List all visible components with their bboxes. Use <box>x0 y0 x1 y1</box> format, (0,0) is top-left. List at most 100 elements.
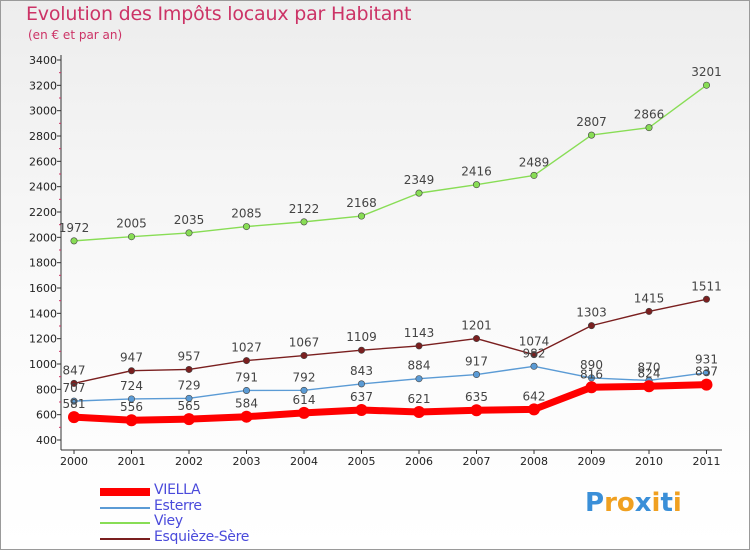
data-label: 824 <box>638 366 661 380</box>
data-point <box>128 367 136 375</box>
legend-swatch <box>100 488 150 496</box>
data-label: 635 <box>465 390 488 404</box>
data-label: 1067 <box>289 336 320 350</box>
data-label: 2085 <box>231 207 262 221</box>
data-point <box>472 335 480 343</box>
y-tick-label: 2400 <box>29 181 57 194</box>
data-label: 2416 <box>461 165 492 179</box>
data-label: 581 <box>63 397 86 411</box>
legend-label: Esquièze-Sère <box>154 528 250 545</box>
data-point <box>243 357 251 365</box>
data-point <box>528 403 540 416</box>
data-label: 1415 <box>634 291 665 305</box>
data-label: 2168 <box>346 196 377 210</box>
chart-subtitle: (en € et par an) <box>28 28 123 42</box>
data-point <box>530 171 538 179</box>
x-tick-label: 2003 <box>233 455 261 468</box>
x-tick-label: 2008 <box>520 455 548 468</box>
data-label: 890 <box>580 358 603 372</box>
data-label: 870 <box>638 360 661 374</box>
legend-swatch <box>100 522 150 524</box>
data-label: 2866 <box>634 108 665 122</box>
data-point <box>415 189 423 197</box>
x-tick-label: 2004 <box>290 455 318 468</box>
data-point <box>587 374 595 382</box>
data-point <box>300 386 308 394</box>
data-point <box>298 406 310 419</box>
data-point <box>643 380 655 393</box>
proxiti-logo: Proxiti <box>585 488 682 518</box>
data-label: 3201 <box>691 65 722 79</box>
data-label: 982 <box>523 346 546 360</box>
data-label: 816 <box>580 367 603 381</box>
data-label: 837 <box>695 365 718 379</box>
data-point <box>702 369 710 377</box>
data-label: 729 <box>178 378 201 392</box>
x-tick-label: 2000 <box>60 455 88 468</box>
data-point <box>70 397 78 405</box>
data-label: 637 <box>350 390 373 404</box>
x-tick-label: 2009 <box>578 455 606 468</box>
logo-letter: i <box>672 488 682 518</box>
x-tick-label: 2007 <box>463 455 491 468</box>
data-point <box>357 380 365 388</box>
y-tick-label: 2200 <box>29 206 57 219</box>
data-point <box>68 411 80 424</box>
logo-letter: x <box>634 488 652 518</box>
series-line-esterre <box>73 365 708 402</box>
data-label: 843 <box>350 364 373 378</box>
data-label: 1201 <box>461 319 492 333</box>
x-tick-label: 2001 <box>118 455 146 468</box>
data-label: 792 <box>293 370 316 384</box>
data-label: 2807 <box>576 115 607 129</box>
data-label: 584 <box>235 397 258 411</box>
x-tick-label: 2005 <box>348 455 376 468</box>
data-label: 931 <box>695 353 718 367</box>
data-label: 2035 <box>174 213 205 227</box>
data-point <box>645 124 653 132</box>
data-point <box>587 131 595 139</box>
data-point <box>530 362 538 370</box>
data-point <box>530 351 538 359</box>
data-label: 1303 <box>576 306 607 320</box>
data-label: 1027 <box>231 341 262 355</box>
data-point <box>128 233 136 241</box>
data-label: 2122 <box>289 202 320 216</box>
data-point <box>415 375 423 383</box>
data-point <box>300 352 308 360</box>
logo-letter: t <box>660 488 673 518</box>
y-tick-label: 2600 <box>29 155 57 168</box>
y-tick-label: 600 <box>36 409 57 422</box>
y-tick-label: 3400 <box>29 54 57 67</box>
data-label: 1109 <box>346 330 377 344</box>
y-tick-label: 1000 <box>29 358 57 371</box>
data-label: 1972 <box>59 221 90 235</box>
data-point <box>355 403 368 416</box>
data-point <box>128 395 136 403</box>
x-tick-label: 2006 <box>405 455 433 468</box>
data-point <box>243 386 251 394</box>
data-point <box>70 379 78 387</box>
chart-title: Evolution des Impôts locaux par Habitant <box>26 3 412 25</box>
y-tick-label: 1400 <box>29 307 57 320</box>
data-label: 947 <box>120 351 143 365</box>
data-point <box>243 223 251 231</box>
data-label: 847 <box>63 363 86 377</box>
y-tick-label: 800 <box>36 383 57 396</box>
data-label: 1074 <box>519 335 550 349</box>
series-line-esquizesre <box>73 298 708 385</box>
data-label: 2489 <box>519 155 550 169</box>
data-label: 724 <box>120 379 143 393</box>
data-point <box>300 218 308 226</box>
data-point <box>183 413 195 426</box>
y-tick-label: 400 <box>36 434 57 447</box>
y-tick-label: 2000 <box>29 231 57 244</box>
legend-label: VIELLA <box>154 482 201 498</box>
data-point <box>587 322 595 330</box>
data-label: 642 <box>523 389 546 403</box>
data-point <box>357 346 365 354</box>
data-point <box>125 414 138 427</box>
data-label: 2349 <box>404 173 435 187</box>
